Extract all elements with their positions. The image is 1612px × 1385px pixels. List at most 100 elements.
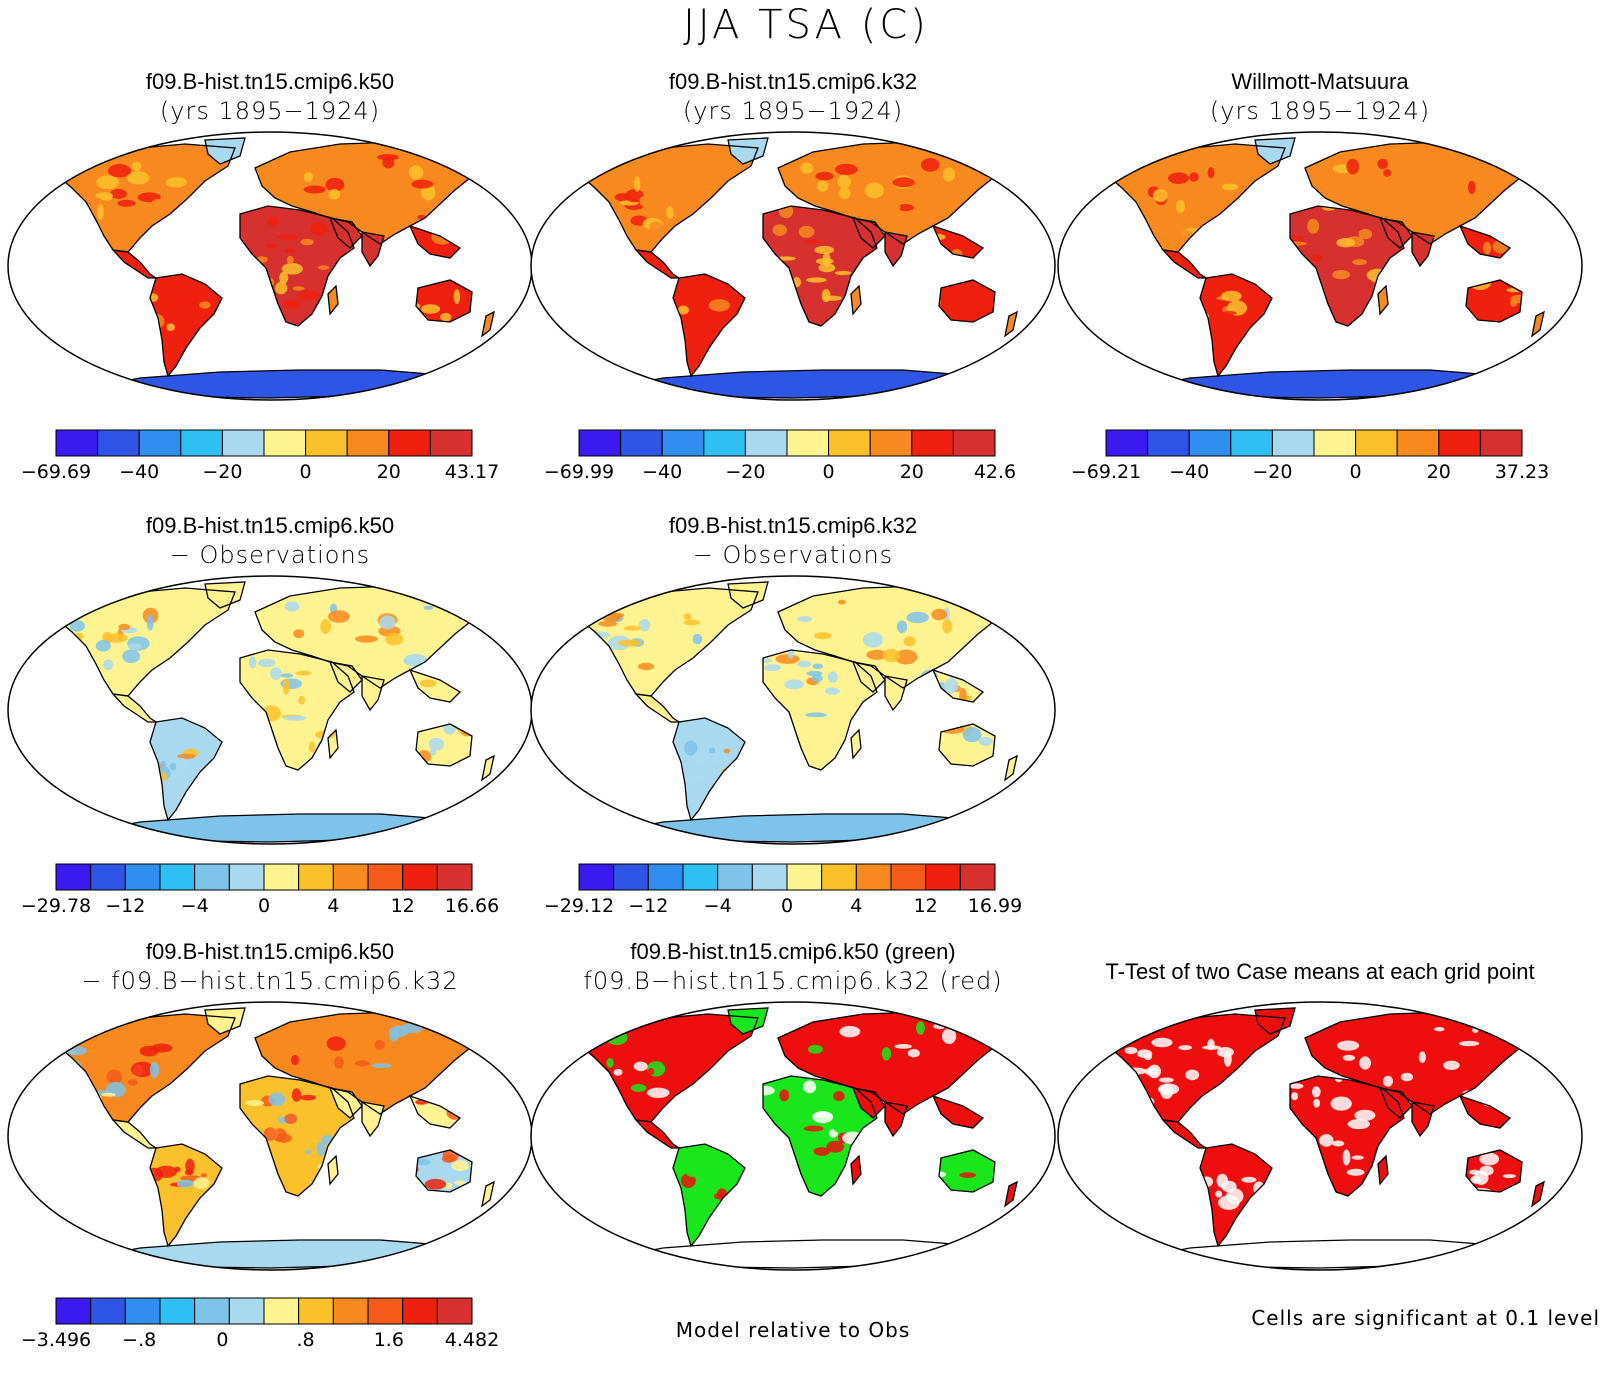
note-model-relative: Model relative to Obs	[675, 1318, 911, 1342]
texture-patch	[354, 1060, 370, 1067]
colorbar-box	[578, 863, 615, 891]
panel-ttest: T-Test of two Case means at each grid po…	[1050, 938, 1590, 1276]
texture-patch	[379, 615, 396, 630]
colorbar-label: 12	[391, 895, 415, 917]
texture-patch	[1390, 198, 1413, 203]
texture-patch	[1351, 1155, 1364, 1160]
texture-patch	[779, 1089, 790, 1102]
coastline-arabia	[1378, 217, 1413, 249]
coastline-india	[884, 675, 908, 712]
texture-patch	[942, 619, 953, 634]
texture-patch	[639, 196, 648, 207]
map-border	[530, 131, 1056, 401]
texture-patch	[420, 304, 441, 314]
region-camerica	[113, 694, 156, 722]
texture-patch	[292, 286, 305, 291]
colorbar-obs: −69.21 −40 −20 0 20 37.23	[1071, 429, 1549, 483]
coastline-africa	[239, 1075, 355, 1197]
coastline-madagascar	[327, 728, 339, 760]
texture-patch	[942, 1028, 957, 1045]
coastline-africa	[239, 649, 355, 771]
panel-k32: f09.B-hist.tn15.cmip6.k32 (yrs 1895−1924…	[523, 68, 1063, 406]
texture-patch	[649, 221, 663, 232]
texture-patch	[818, 1053, 842, 1070]
coastline-samerica	[672, 1143, 746, 1248]
texture-patch	[775, 654, 800, 664]
texture-patch	[1483, 241, 1492, 255]
colorbar-label: 0	[300, 461, 312, 483]
texture-patch	[300, 238, 314, 246]
coastline-nz	[481, 310, 495, 338]
texture-patch	[623, 625, 642, 631]
colorbar-box	[332, 1297, 369, 1325]
texture-patch	[101, 1092, 116, 1097]
region-nz	[1532, 312, 1544, 336]
world-map	[530, 1001, 1056, 1271]
texture-patch	[414, 1158, 431, 1166]
colorbar-box	[661, 429, 705, 457]
coastline-africa	[239, 205, 355, 327]
region-camerica	[1163, 1120, 1206, 1148]
colorbar-box	[1438, 429, 1481, 457]
texture-patch	[174, 292, 188, 306]
texture-patch	[888, 204, 901, 211]
coastline-madagascar	[850, 728, 862, 760]
texture-patch	[69, 620, 86, 632]
texture-patch	[106, 1069, 123, 1084]
colorbar-box	[1313, 429, 1357, 457]
texture-patch	[149, 1062, 160, 1078]
panel-title: f09.B-hist.tn15.cmip6.k32	[668, 513, 918, 538]
colorbar-box	[786, 429, 830, 457]
texture-patch	[812, 663, 824, 669]
texture-patch	[677, 305, 689, 315]
texture-patch	[166, 177, 187, 188]
texture-patch	[818, 263, 836, 273]
texture-patch	[708, 747, 716, 754]
texture-patch	[864, 174, 880, 184]
texture-patch	[903, 636, 916, 647]
texture-patch	[814, 632, 832, 640]
texture-patch	[839, 187, 851, 200]
texture-patch	[304, 1149, 312, 1154]
coastline-samerica	[672, 717, 746, 822]
colorbar-label: −29.78	[21, 895, 91, 917]
colorbar-label: −40	[642, 461, 682, 483]
panel-subtitle: − Observations	[692, 541, 894, 569]
texture-patch	[1467, 180, 1476, 195]
colorbar-box	[55, 863, 92, 891]
texture-patch	[1202, 1045, 1221, 1050]
coastline-madagascar	[1377, 284, 1389, 316]
world-map	[7, 575, 533, 845]
colorbar-box	[855, 863, 892, 891]
texture-patch	[423, 605, 434, 610]
region-nz	[1005, 1182, 1017, 1206]
texture-patch	[943, 678, 959, 694]
texture-patch	[176, 1179, 194, 1188]
colorbar-box	[429, 429, 473, 457]
texture-patch	[798, 225, 815, 238]
panel-subtitle: (yrs 1895−1924)	[1209, 97, 1431, 125]
coastline-india	[361, 231, 385, 268]
colorbar-label: 43.17	[445, 461, 499, 483]
texture-patch	[117, 199, 136, 207]
colorbar-box	[97, 429, 140, 457]
texture-patch	[1319, 1134, 1334, 1147]
colorbar-box	[332, 863, 369, 891]
texture-patch	[696, 187, 703, 199]
texture-patch	[283, 715, 307, 721]
texture-patch	[1342, 1054, 1356, 1061]
colorbar-box	[90, 1297, 126, 1325]
coastline-arabia	[328, 1087, 363, 1119]
coastline-australia	[415, 1149, 473, 1193]
texture-patch	[1216, 1047, 1234, 1058]
coastline-samerica	[1199, 273, 1273, 378]
colorbar-label: −3.496	[21, 1329, 91, 1351]
colorbar-box	[682, 863, 719, 891]
texture-patch	[862, 632, 883, 648]
texture-patch	[1124, 1047, 1138, 1055]
coastline-greenland	[1254, 137, 1296, 165]
texture-patch	[1310, 254, 1323, 262]
texture-patch	[303, 171, 313, 182]
texture-patch	[103, 659, 114, 671]
colorbar-label: −12	[628, 895, 668, 917]
